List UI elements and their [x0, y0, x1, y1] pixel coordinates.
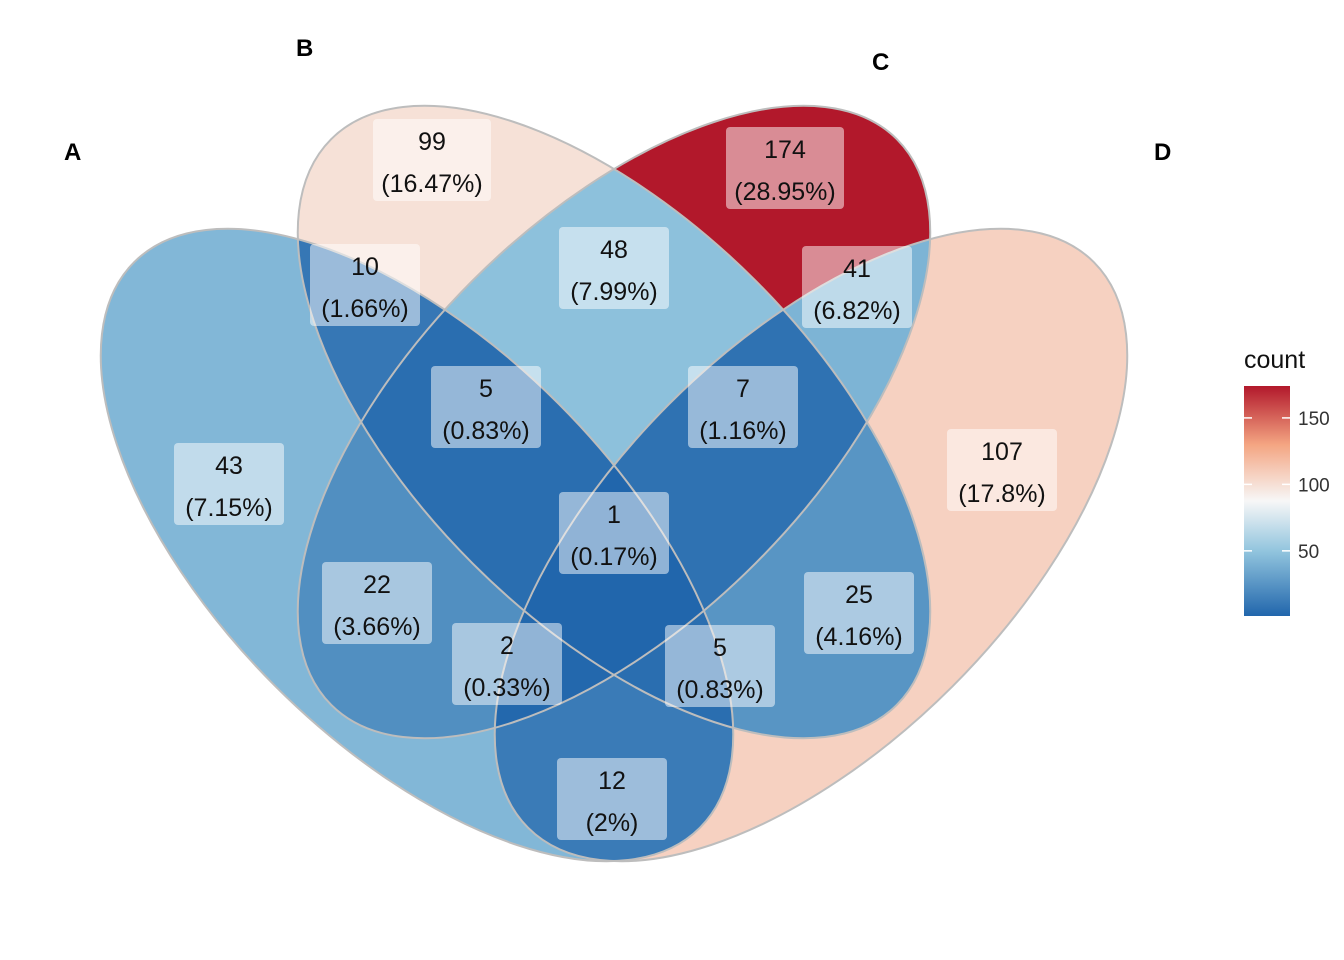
- region-label-box: [726, 127, 844, 209]
- region-percent: (1.66%): [321, 295, 409, 323]
- region-label-box: [559, 227, 669, 309]
- region-percent: (7.15%): [185, 494, 273, 522]
- region-percent: (1.16%): [699, 417, 787, 445]
- legend-tick-label: 50: [1298, 542, 1319, 563]
- region-label-box: [802, 246, 912, 328]
- region-percent: (3.66%): [333, 613, 421, 641]
- region-count: 12: [598, 767, 626, 795]
- region-label-box: [373, 119, 491, 201]
- region-label-box: [804, 572, 914, 654]
- region-percent: (0.33%): [463, 674, 551, 702]
- region-label-boxes: 43(7.15%)99(16.47%)174(28.95%)107(17.8%)…: [174, 119, 1057, 840]
- venn-outlines: [99, 104, 1129, 863]
- region-label-box: [452, 623, 562, 705]
- region-label-bc: 48 (7.99%): [559, 227, 669, 309]
- region-label-box: [559, 492, 669, 574]
- region-percent: (28.95%): [734, 178, 835, 206]
- region-count: 99: [418, 128, 446, 156]
- set-d-outline: [493, 227, 1129, 863]
- region-label-d: 107 (17.8%): [947, 429, 1057, 511]
- region-percent: (7.99%): [570, 278, 658, 306]
- region-percent: (2%): [586, 809, 639, 837]
- region-label-box: [431, 366, 541, 448]
- set-b-outline: [296, 104, 932, 740]
- region-count: 1: [607, 501, 621, 529]
- region-label-box: [310, 244, 420, 326]
- region-count: 5: [713, 634, 727, 662]
- legend-tick-label: 100: [1298, 475, 1330, 496]
- region-count: 5: [479, 375, 493, 403]
- region-label-bd: 25 (4.16%): [804, 572, 914, 654]
- set-label-a: A: [64, 139, 81, 166]
- region-label-a: 43 (7.15%): [174, 443, 284, 525]
- region-label-bcd: 7 (1.16%): [688, 366, 798, 448]
- legend-title: count: [1244, 346, 1305, 374]
- set-labels: A B C D: [64, 35, 1171, 166]
- region-label-box: [688, 366, 798, 448]
- legend-colorbar: [1244, 386, 1290, 616]
- region-percent: (0.83%): [676, 676, 764, 704]
- region-label-ad: 12 (2%): [557, 758, 667, 840]
- region-label-ac: 22 (3.66%): [322, 562, 432, 644]
- region-count: 43: [215, 452, 243, 480]
- region-label-cd: 41 (6.82%): [802, 246, 912, 328]
- region-percent: (16.47%): [381, 170, 482, 198]
- legend: count 50 100 150: [1244, 346, 1330, 616]
- region-count: 10: [351, 253, 379, 281]
- region-label-acd: 2 (0.33%): [452, 623, 562, 705]
- region-count: 48: [600, 236, 628, 264]
- region-label-c: 174 (28.95%): [726, 127, 844, 209]
- set-label-c: C: [872, 49, 889, 76]
- region-label-box: [665, 625, 775, 707]
- set-label-d: D: [1154, 139, 1171, 166]
- region-label-box: [947, 429, 1057, 511]
- set-a-outline: [99, 227, 735, 863]
- region-percent: (0.83%): [442, 417, 530, 445]
- region-count: 7: [736, 375, 750, 403]
- region-label-box: [557, 758, 667, 840]
- region-percent: (0.17%): [570, 543, 658, 571]
- region-label-abc: 5 (0.83%): [431, 366, 541, 448]
- region-label-box: [174, 443, 284, 525]
- region-count: 174: [764, 136, 806, 164]
- region-count: 2: [500, 632, 514, 660]
- region-percent: (6.82%): [813, 297, 901, 325]
- region-label-box: [322, 562, 432, 644]
- region-percent: (4.16%): [815, 623, 903, 651]
- region-count: 22: [363, 571, 391, 599]
- region-count: 41: [843, 255, 871, 283]
- region-label-abd: 5 (0.83%): [665, 625, 775, 707]
- set-c-outline: [296, 104, 932, 740]
- region-count: 107: [981, 438, 1023, 466]
- region-label-ab: 10 (1.66%): [310, 244, 420, 326]
- legend-ticks: 50 100 150: [1244, 409, 1330, 563]
- legend-tick-label: 150: [1298, 409, 1330, 430]
- set-label-b: B: [296, 35, 313, 62]
- region-percent: (17.8%): [958, 480, 1046, 508]
- region-label-b: 99 (16.47%): [373, 119, 491, 201]
- region-label-abcd: 1 (0.17%): [559, 492, 669, 574]
- region-count: 25: [845, 581, 873, 609]
